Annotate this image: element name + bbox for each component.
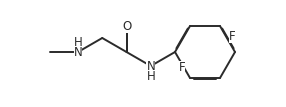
Text: F: F — [179, 62, 185, 74]
Text: F: F — [229, 30, 235, 42]
Text: N: N — [146, 59, 155, 73]
Text: N: N — [74, 45, 82, 59]
Text: O: O — [122, 19, 131, 33]
Text: H: H — [74, 36, 82, 48]
Text: H: H — [146, 70, 155, 82]
